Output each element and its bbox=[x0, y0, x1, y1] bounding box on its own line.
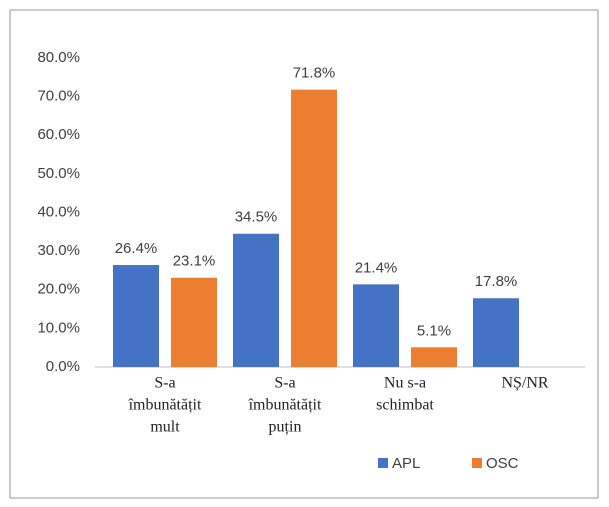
x-tick-label: S-a bbox=[274, 375, 295, 392]
data-label: 17.8% bbox=[475, 273, 518, 290]
legend-swatch bbox=[472, 458, 482, 468]
x-tick-label: îmbunătățit bbox=[128, 397, 202, 414]
y-tick-label: 70.0% bbox=[37, 88, 80, 105]
data-label: 34.5% bbox=[235, 209, 278, 226]
x-tick-label: îmbunătățit bbox=[248, 397, 322, 414]
x-tick-label: puțin bbox=[269, 419, 302, 436]
y-tick-label: 10.0% bbox=[37, 319, 80, 336]
y-tick-label: 80.0% bbox=[37, 49, 80, 66]
x-tick-label: NȘ/NR bbox=[501, 375, 548, 392]
y-tick-label: 60.0% bbox=[37, 126, 80, 143]
bar bbox=[353, 284, 399, 367]
bar bbox=[113, 265, 159, 367]
x-tick-label: mult bbox=[150, 419, 180, 436]
y-tick-label: 20.0% bbox=[37, 281, 80, 298]
legend-label: APL bbox=[392, 455, 420, 472]
bar bbox=[473, 298, 519, 367]
data-label: 26.4% bbox=[115, 240, 158, 257]
legend-label: OSC bbox=[486, 455, 519, 472]
y-tick-label: 40.0% bbox=[37, 203, 80, 220]
y-tick-label: 50.0% bbox=[37, 165, 80, 182]
legend-swatch bbox=[378, 458, 388, 468]
x-tick-label: Nu s-a bbox=[384, 375, 426, 392]
data-label: 23.1% bbox=[173, 253, 216, 270]
data-label: 71.8% bbox=[293, 65, 336, 82]
bar bbox=[171, 277, 217, 367]
y-tick-label: 30.0% bbox=[37, 242, 80, 259]
x-tick-label: S-a bbox=[154, 375, 175, 392]
data-label: 5.1% bbox=[417, 322, 451, 339]
bar bbox=[411, 347, 457, 367]
data-label: 21.4% bbox=[355, 259, 398, 276]
bar bbox=[291, 89, 337, 368]
x-tick-label: schimbat bbox=[376, 397, 434, 414]
y-tick-label: 0.0% bbox=[46, 358, 80, 375]
bar bbox=[233, 233, 279, 367]
